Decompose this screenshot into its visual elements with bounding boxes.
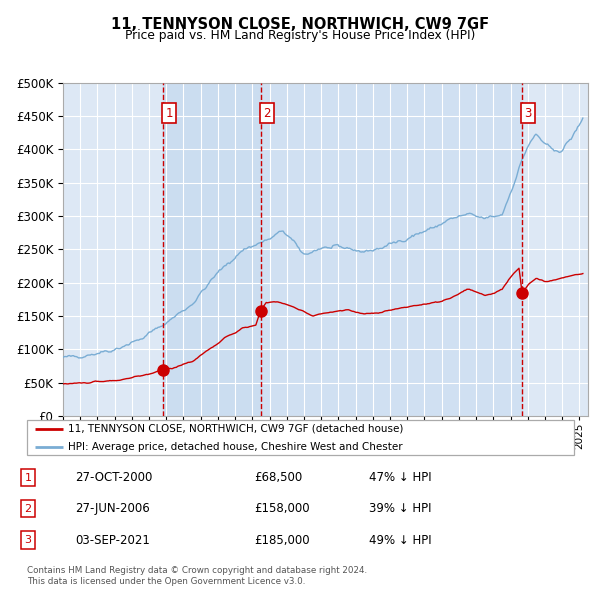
Text: 39% ↓ HPI: 39% ↓ HPI xyxy=(369,502,431,516)
Text: 11, TENNYSON CLOSE, NORTHWICH, CW9 7GF (detached house): 11, TENNYSON CLOSE, NORTHWICH, CW9 7GF (… xyxy=(68,424,403,434)
Text: This data is licensed under the Open Government Licence v3.0.: This data is licensed under the Open Gov… xyxy=(27,577,305,586)
Text: 49% ↓ HPI: 49% ↓ HPI xyxy=(369,533,432,546)
Text: 2: 2 xyxy=(25,504,32,514)
Text: Contains HM Land Registry data © Crown copyright and database right 2024.: Contains HM Land Registry data © Crown c… xyxy=(27,566,367,575)
Text: HPI: Average price, detached house, Cheshire West and Chester: HPI: Average price, detached house, Ches… xyxy=(68,442,403,451)
Text: £185,000: £185,000 xyxy=(254,533,310,546)
Text: 1: 1 xyxy=(166,107,173,120)
Text: Price paid vs. HM Land Registry's House Price Index (HPI): Price paid vs. HM Land Registry's House … xyxy=(125,30,475,42)
FancyBboxPatch shape xyxy=(27,420,574,455)
Text: 3: 3 xyxy=(25,535,32,545)
Text: £158,000: £158,000 xyxy=(254,502,310,516)
Bar xyxy=(163,83,261,416)
Text: 03-SEP-2021: 03-SEP-2021 xyxy=(76,533,150,546)
Text: 27-JUN-2006: 27-JUN-2006 xyxy=(76,502,150,516)
Text: 11, TENNYSON CLOSE, NORTHWICH, CW9 7GF: 11, TENNYSON CLOSE, NORTHWICH, CW9 7GF xyxy=(111,17,489,31)
Bar xyxy=(261,83,522,416)
Text: 47% ↓ HPI: 47% ↓ HPI xyxy=(369,471,432,484)
Text: 1: 1 xyxy=(25,473,32,483)
Text: 2: 2 xyxy=(263,107,271,120)
Text: 27-OCT-2000: 27-OCT-2000 xyxy=(76,471,153,484)
Text: £68,500: £68,500 xyxy=(254,471,302,484)
Text: 3: 3 xyxy=(524,107,532,120)
